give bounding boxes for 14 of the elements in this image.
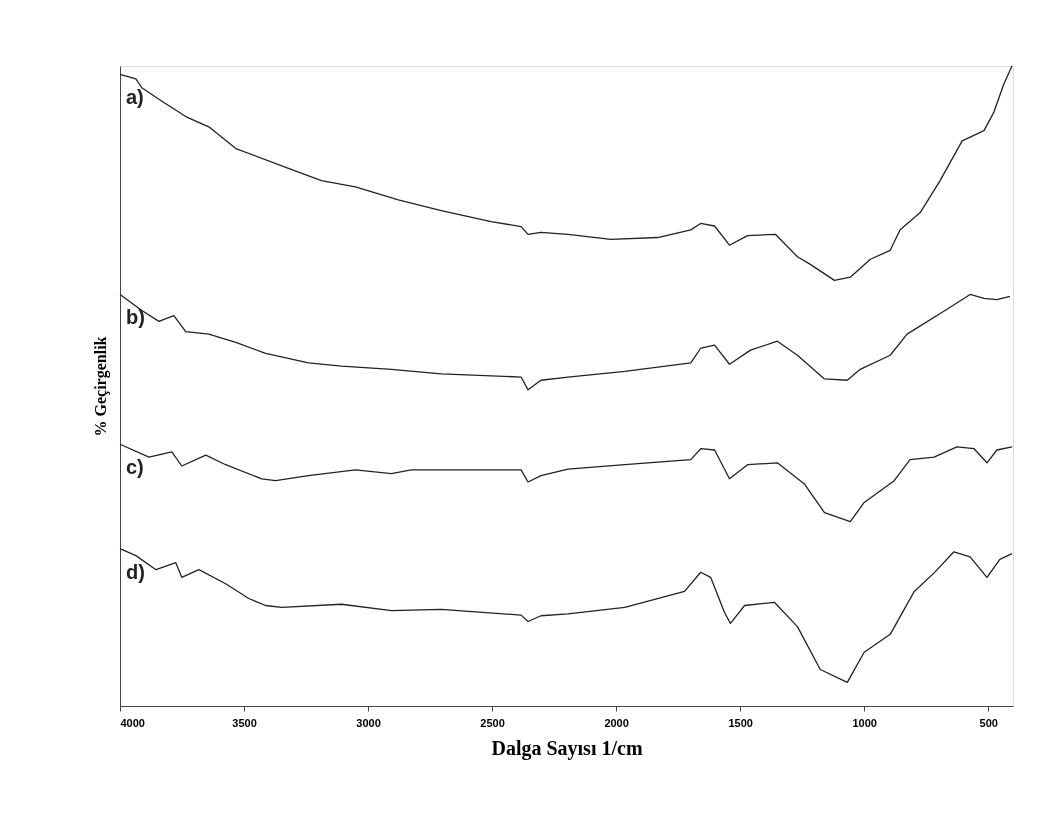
x-tick-label: 2500: [480, 716, 505, 729]
x-tick-label: 3000: [356, 716, 381, 729]
x-tick-label: 3500: [232, 716, 257, 729]
x-tick-label: 1000: [852, 716, 877, 729]
series-label: c): [126, 456, 144, 479]
x-axis-title: Dalga Sayısı 1/cm: [491, 736, 643, 760]
x-tick-label: 4000: [120, 716, 145, 729]
y-axis-title: % Geçirgenlik: [91, 336, 110, 437]
series-label: a): [126, 86, 144, 109]
series-label: b): [126, 306, 145, 329]
x-tick-label: 500: [979, 716, 998, 729]
x-tick-label: 2000: [604, 716, 629, 729]
x-tick-label: 1500: [728, 716, 753, 729]
series-label: d): [126, 560, 145, 583]
